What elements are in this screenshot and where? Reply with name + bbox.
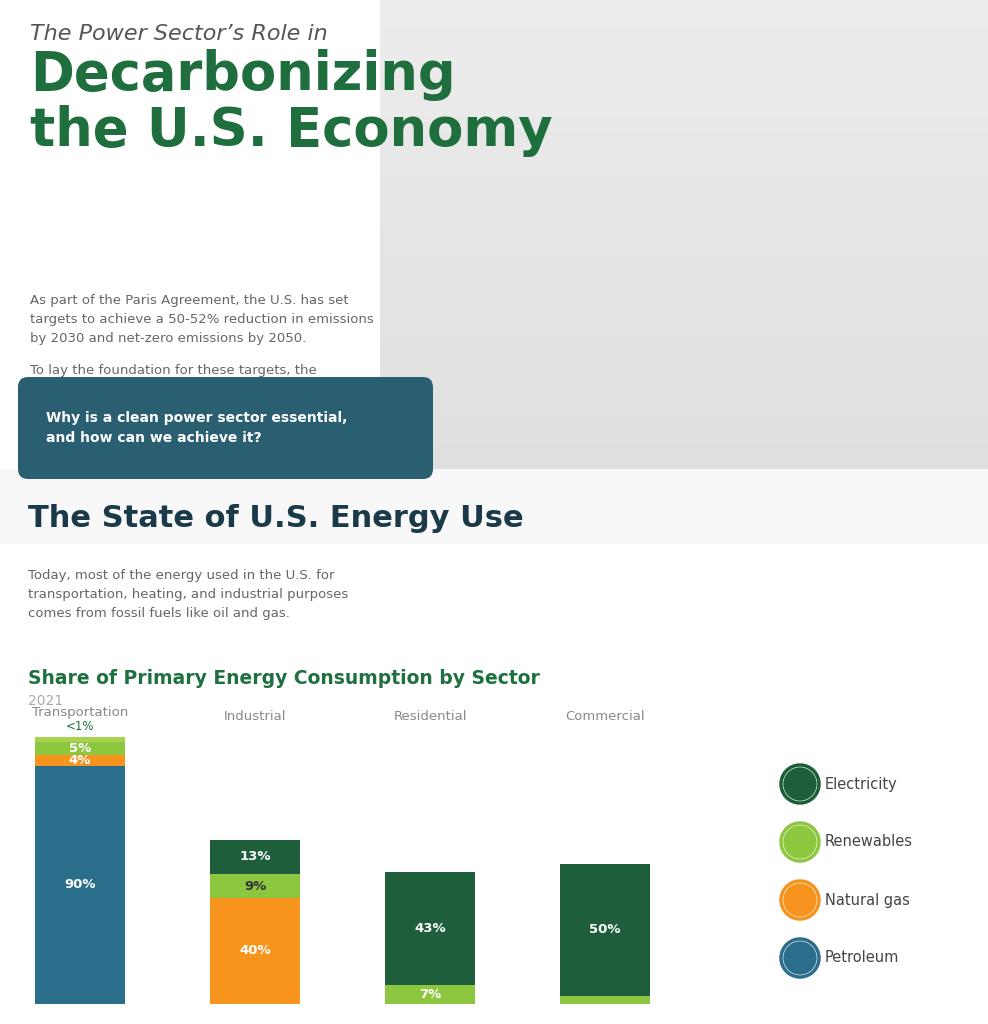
Text: 7%: 7% <box>419 988 441 1001</box>
Text: Industrial: Industrial <box>223 710 287 723</box>
Circle shape <box>784 826 816 858</box>
Text: 5%: 5% <box>69 741 91 755</box>
Text: 2021: 2021 <box>28 694 63 708</box>
Text: As part of the Paris Agreement, the U.S. has set
targets to achieve a 50-52% red: As part of the Paris Agreement, the U.S.… <box>30 294 373 345</box>
Bar <box>385 985 475 1004</box>
Text: Transportation: Transportation <box>32 706 128 719</box>
Text: Why is a clean power sector essential,
and how can we achieve it?: Why is a clean power sector essential, a… <box>46 412 348 444</box>
Bar <box>560 996 650 1004</box>
Text: The State of U.S. Energy Use: The State of U.S. Energy Use <box>28 504 524 534</box>
Bar <box>385 871 475 985</box>
Text: 13%: 13% <box>239 850 271 863</box>
Text: 50%: 50% <box>589 924 620 936</box>
Bar <box>210 840 300 874</box>
Text: Share of Primary Energy Consumption by Sector: Share of Primary Energy Consumption by S… <box>28 669 539 688</box>
Text: The Power Sector’s Role in: The Power Sector’s Role in <box>30 24 328 44</box>
Text: Residential: Residential <box>393 710 466 723</box>
Text: Renewables: Renewables <box>825 835 913 850</box>
Text: 9%: 9% <box>244 880 266 893</box>
Text: 40%: 40% <box>239 944 271 957</box>
Text: Petroleum: Petroleum <box>825 950 899 966</box>
Bar <box>35 736 125 741</box>
Text: Today, most of the energy used in the U.S. for
transportation, heating, and indu: Today, most of the energy used in the U.… <box>28 569 348 620</box>
Bar <box>35 766 125 1004</box>
Text: Commercial: Commercial <box>565 710 645 723</box>
Bar <box>560 863 650 996</box>
Bar <box>35 755 125 766</box>
Text: Decarbonizing
the U.S. Economy: Decarbonizing the U.S. Economy <box>30 49 552 157</box>
Circle shape <box>784 884 816 916</box>
Bar <box>35 741 125 755</box>
Text: <1%: <1% <box>66 720 94 732</box>
Text: Natural gas: Natural gas <box>825 893 910 907</box>
Text: Electricity: Electricity <box>825 776 898 792</box>
Text: To lay the foundation for these targets, the
Biden Administration’s goal is to c: To lay the foundation for these targets,… <box>30 364 317 415</box>
Circle shape <box>784 768 816 800</box>
Bar <box>0 469 988 544</box>
Bar <box>210 874 300 898</box>
FancyBboxPatch shape <box>18 377 433 479</box>
Text: 90%: 90% <box>64 879 96 891</box>
Circle shape <box>784 942 816 974</box>
Text: 43%: 43% <box>414 922 446 935</box>
Bar <box>210 898 300 1004</box>
Text: 4%: 4% <box>69 754 91 767</box>
